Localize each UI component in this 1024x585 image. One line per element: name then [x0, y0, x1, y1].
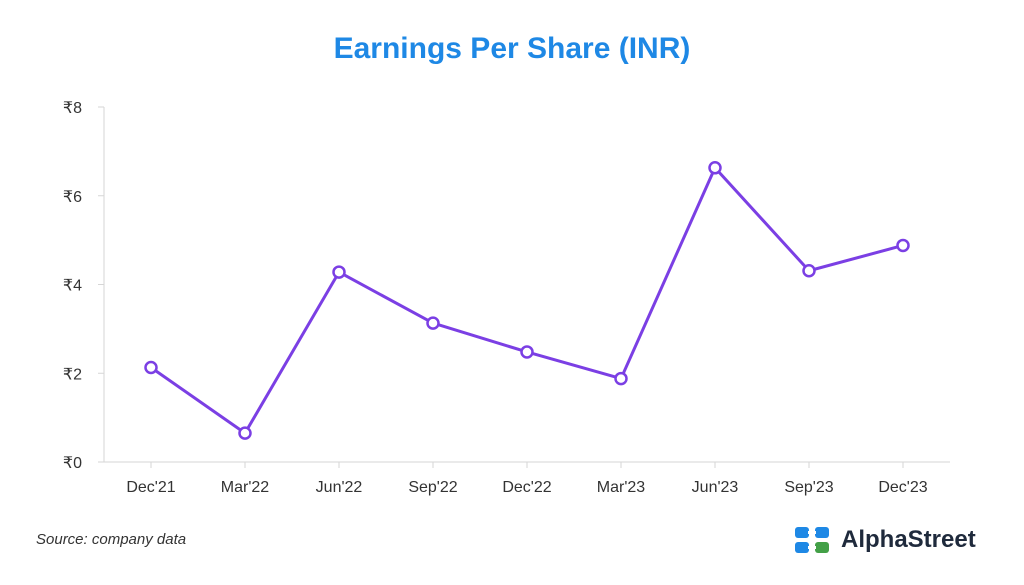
x-tick-label: Mar'23	[597, 479, 646, 496]
brand-name: AlphaStreet	[841, 526, 976, 553]
series-line	[149, 166, 905, 435]
y-tick-label: ₹6	[63, 189, 82, 206]
brand-logo: AlphaStreet	[793, 524, 976, 556]
y-tick-label: ₹0	[63, 455, 82, 472]
data-point	[708, 161, 722, 175]
x-tick-label: Jun'22	[316, 479, 363, 496]
data-point	[896, 238, 910, 253]
x-tick-label: Jun'23	[692, 479, 739, 496]
x-tick-label: Sep'23	[784, 479, 833, 496]
data-point	[144, 360, 158, 375]
x-tick-label: Sep'22	[408, 479, 457, 496]
data-point	[426, 316, 440, 330]
x-tick-label: Dec'22	[502, 479, 551, 496]
y-tick-label: ₹4	[63, 278, 82, 295]
alphastreet-logo-icon	[795, 527, 829, 553]
y-tick-label: ₹2	[63, 366, 82, 383]
x-tick-label: Dec'21	[126, 479, 175, 496]
chart-title: Earnings Per Share (INR)	[333, 32, 691, 65]
data-point	[520, 345, 534, 359]
data-point	[802, 263, 816, 278]
source-note: Source: company data	[36, 531, 187, 548]
y-tick-label: ₹8	[63, 100, 82, 117]
data-point	[614, 371, 628, 386]
data-point	[332, 265, 346, 279]
data-point	[238, 426, 252, 440]
x-tick-label: Mar'22	[221, 479, 270, 496]
x-tick-label: Dec'23	[878, 479, 927, 496]
